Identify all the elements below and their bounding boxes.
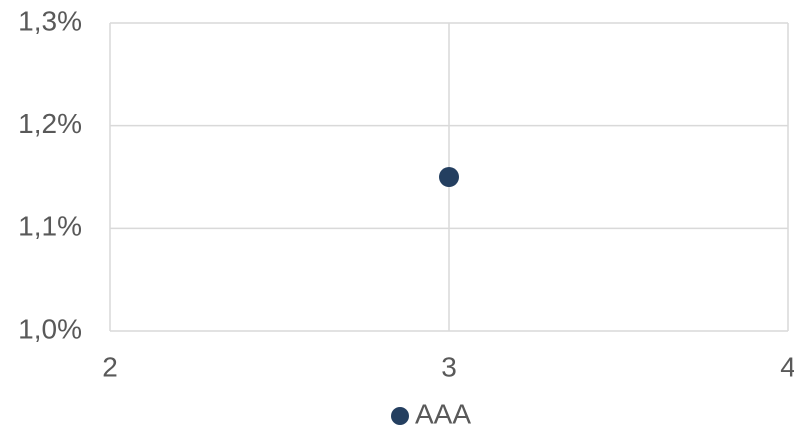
- legend-marker: [391, 407, 409, 425]
- legend-label: AAA: [415, 398, 471, 428]
- y-tick-label: 1,1%: [18, 211, 82, 242]
- x-tick-label: 4: [780, 351, 794, 382]
- x-tick-label: 3: [441, 351, 457, 382]
- y-tick-label: 1,3%: [18, 5, 82, 36]
- y-tick-label: 1,0%: [18, 313, 82, 344]
- point: [439, 167, 459, 187]
- y-tick-label: 1,2%: [18, 108, 82, 139]
- x-tick-label: 2: [102, 351, 118, 382]
